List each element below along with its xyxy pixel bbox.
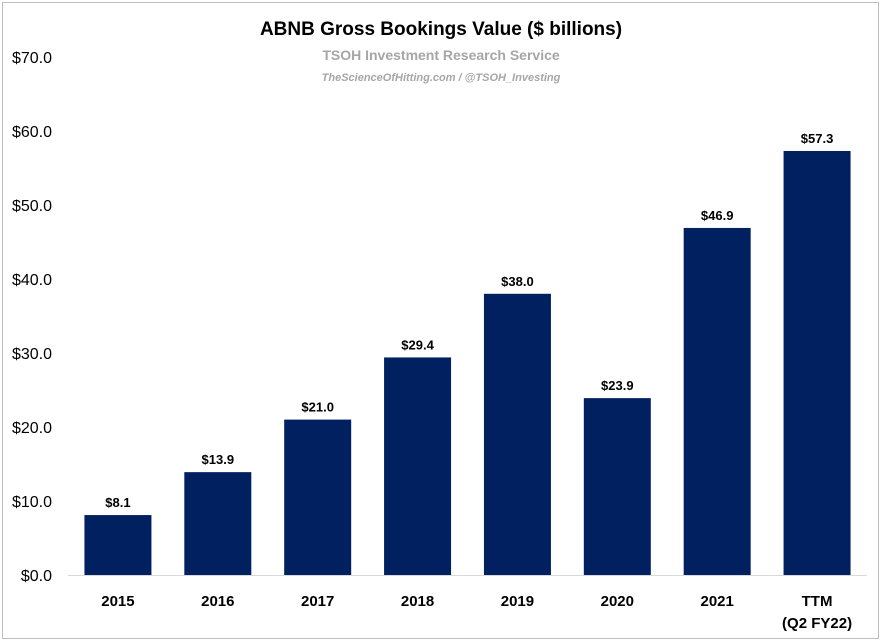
x-tick-label: 2016 [201,593,234,610]
y-tick-label: $40.0 [12,272,52,289]
data-label: $21.0 [301,400,334,415]
y-tick-label: $70.0 [12,50,52,67]
x-tick-label: 2017 [301,593,334,610]
chart-subtitle: TSOH Investment Research Service [322,47,560,63]
x-tick-label: 2018 [401,593,434,610]
data-label: $23.9 [601,378,634,393]
x-tick-label: (Q2 FY22) [782,615,852,632]
data-label: $8.1 [105,495,130,510]
x-tick-label: 2019 [501,593,534,610]
bar [84,515,152,575]
bar [583,398,651,575]
data-label: $46.9 [701,208,734,223]
y-tick-label: $0.0 [21,568,52,585]
bar [783,150,851,576]
x-tick-label: 2021 [701,593,734,610]
bar [683,227,751,575]
x-tick-label: TTM [802,593,833,610]
bar-series [84,150,851,576]
x-axis: 2015 2016 2017 2018 2019 2020 2021 TTM (Q2 FY22) [101,593,852,632]
data-label: $13.9 [202,452,235,467]
y-tick-label: $50.0 [12,198,52,215]
y-axis: $0.0 $10.0 $20.0 $30.0 $40.0 $50.0 $60.0 $70.0 [12,50,52,585]
y-tick-label: $60.0 [12,124,52,141]
bar [384,357,452,575]
data-label: $29.4 [401,337,434,352]
data-label: $57.3 [801,131,834,146]
bar [483,293,551,575]
chart-source-line: TheScienceOfHitting.com / @TSOH_Investin… [322,72,561,84]
x-tick-label: 2020 [601,593,634,610]
bar [284,419,352,575]
data-labels: $8.1 $13.9 $21.0 $29.4 $38.0 $23.9 $46.9 $57.3 [105,131,833,510]
x-tick-label: 2015 [101,593,134,610]
y-tick-label: $30.0 [12,346,52,363]
bar [184,472,252,575]
y-tick-label: $20.0 [12,420,52,437]
y-tick-label: $10.0 [12,494,52,511]
data-label: $38.0 [501,274,534,289]
chart-title: ABNB Gross Bookings Value ($ billions) [260,19,622,40]
